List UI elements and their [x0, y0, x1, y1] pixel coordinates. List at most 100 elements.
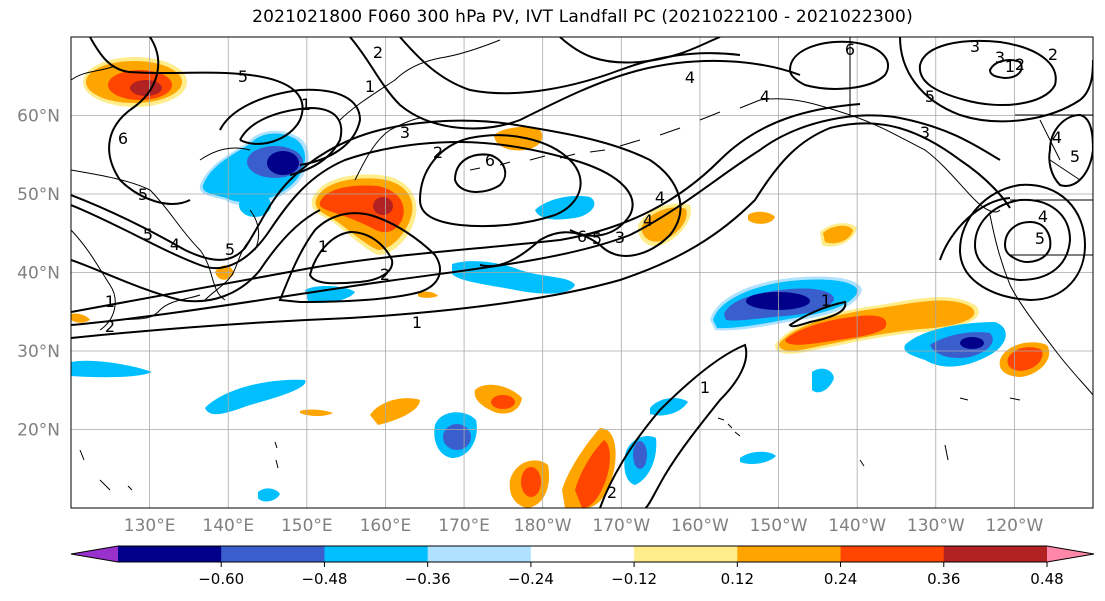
colorbar-segment — [221, 546, 325, 562]
lon-tick-label: 120°W — [986, 516, 1044, 536]
lon-tick-label: 130°W — [907, 516, 965, 536]
graticule — [71, 37, 1093, 508]
colorbar-tick-label: 0.24 — [824, 570, 857, 588]
contour-line — [559, 37, 721, 64]
colorbar-segment — [840, 546, 945, 562]
colorbar-tick-label: −0.60 — [198, 570, 244, 588]
shade-red — [521, 467, 541, 497]
contour-line — [453, 153, 507, 193]
shade-cyan — [535, 195, 595, 220]
lon-tick-label: 140°W — [828, 516, 886, 536]
colorbar-extend-min — [71, 546, 118, 562]
asia-coast — [71, 65, 251, 331]
contour-line — [239, 106, 343, 176]
contour-line — [988, 59, 1023, 80]
contour-line — [71, 140, 634, 270]
contour-line — [1048, 113, 1093, 187]
contour-label: 6 — [845, 40, 855, 59]
lon-tick-label: 140°E — [202, 516, 254, 536]
contour-label: 4 — [1052, 128, 1062, 147]
contour-line — [1003, 220, 1052, 263]
contour-label: 4 — [643, 211, 653, 230]
lat-tick-label: 60°N — [17, 107, 60, 127]
contour-label: 4 — [170, 235, 180, 254]
lon-tick-label: 170°W — [592, 516, 650, 536]
colorbar-segment — [634, 546, 738, 562]
colorbar-tick-label: −0.12 — [611, 570, 657, 588]
contour-label: 2 — [380, 265, 390, 284]
pacific-islands — [79, 397, 1021, 491]
colorbar-tick-label: −0.48 — [301, 570, 347, 588]
contour-line — [219, 88, 362, 166]
contour-line — [71, 122, 1011, 339]
shade-cyan — [452, 261, 575, 294]
colorbar-segment — [530, 546, 635, 562]
lon-tick-label: 160°W — [671, 516, 729, 536]
colorbar-outline — [70, 545, 1095, 563]
colorbar-segment — [427, 546, 532, 562]
colorbar-segment — [737, 546, 842, 562]
contour-line — [973, 198, 1072, 282]
contour-line — [89, 37, 304, 145]
contour-label-1-box: 1 — [821, 291, 831, 310]
colorbar-tick-label: −0.36 — [405, 570, 451, 588]
lon-tick-label: 150°W — [750, 516, 808, 536]
lon-tick-label: 160°E — [360, 516, 412, 536]
shade-navy — [960, 337, 984, 349]
shade-cyan — [205, 379, 306, 415]
contour-line — [349, 37, 801, 130]
shade-orange — [300, 409, 333, 416]
map-frame — [70, 36, 1094, 509]
contour-label: 2 — [433, 143, 443, 162]
contour-label: 6 — [577, 227, 587, 246]
contour-line — [788, 300, 847, 328]
kamchatka-coast — [339, 39, 501, 181]
colorbar-tick-label: 0.48 — [1030, 570, 1063, 588]
contour-label: 1 — [700, 378, 710, 397]
colorbar-extend-max — [1047, 546, 1094, 562]
contour-label: 2 — [373, 43, 383, 62]
shade-orange — [748, 211, 775, 224]
contour-label: 6 — [118, 129, 128, 148]
contour-line — [599, 343, 748, 508]
shade-cyan — [740, 451, 776, 464]
shade-red — [575, 440, 610, 508]
shade-orange — [71, 313, 90, 323]
contour-label: 2 — [105, 317, 115, 336]
longitude-labels: 130°E 140°E 150°E 160°E 170°E 180°W 170°W 160°W… — [124, 516, 1044, 536]
shade-cyan — [305, 286, 355, 303]
pv-contours — [71, 37, 1093, 508]
contour-label: 5 — [1070, 147, 1080, 166]
shade-cyan — [71, 360, 152, 378]
contour-label: 5 — [138, 185, 148, 204]
shade-red — [785, 315, 887, 345]
contour-line — [71, 119, 682, 268]
contour-line — [918, 39, 1057, 106]
shade-cyan — [239, 193, 271, 217]
chart-title: 2021021800 F060 300 hPa PV, IVT Landfall… — [252, 7, 913, 27]
lat-tick-label: 30°N — [17, 342, 60, 362]
shade-darkred — [373, 197, 393, 215]
lat-tick-label: 40°N — [17, 264, 60, 284]
contour-label: 2 — [1015, 55, 1025, 74]
aleutian-chain — [469, 99, 761, 171]
contour-label: 3 — [615, 228, 625, 247]
contour-label: 1 — [318, 237, 328, 256]
shade-orange — [418, 291, 438, 298]
shade-darkred — [130, 80, 162, 96]
contour-label: 4 — [685, 68, 695, 87]
colorbar-segment — [324, 546, 429, 562]
contour-label: 6 — [485, 151, 495, 170]
latitude-labels: 60°N 50°N 40°N 30°N 20°N — [17, 107, 60, 441]
shade-navy — [746, 292, 810, 310]
shade-orange — [823, 225, 853, 244]
shade-orange — [641, 207, 687, 242]
contour-line — [308, 230, 394, 285]
lon-tick-label: 130°E — [124, 516, 176, 536]
lon-tick-label: 150°E — [281, 516, 333, 536]
colorbar-tick-label: 0.36 — [927, 570, 960, 588]
contour-label: 5 — [592, 229, 602, 248]
contour-label: 4 — [655, 188, 665, 207]
contour-line — [71, 103, 861, 313]
